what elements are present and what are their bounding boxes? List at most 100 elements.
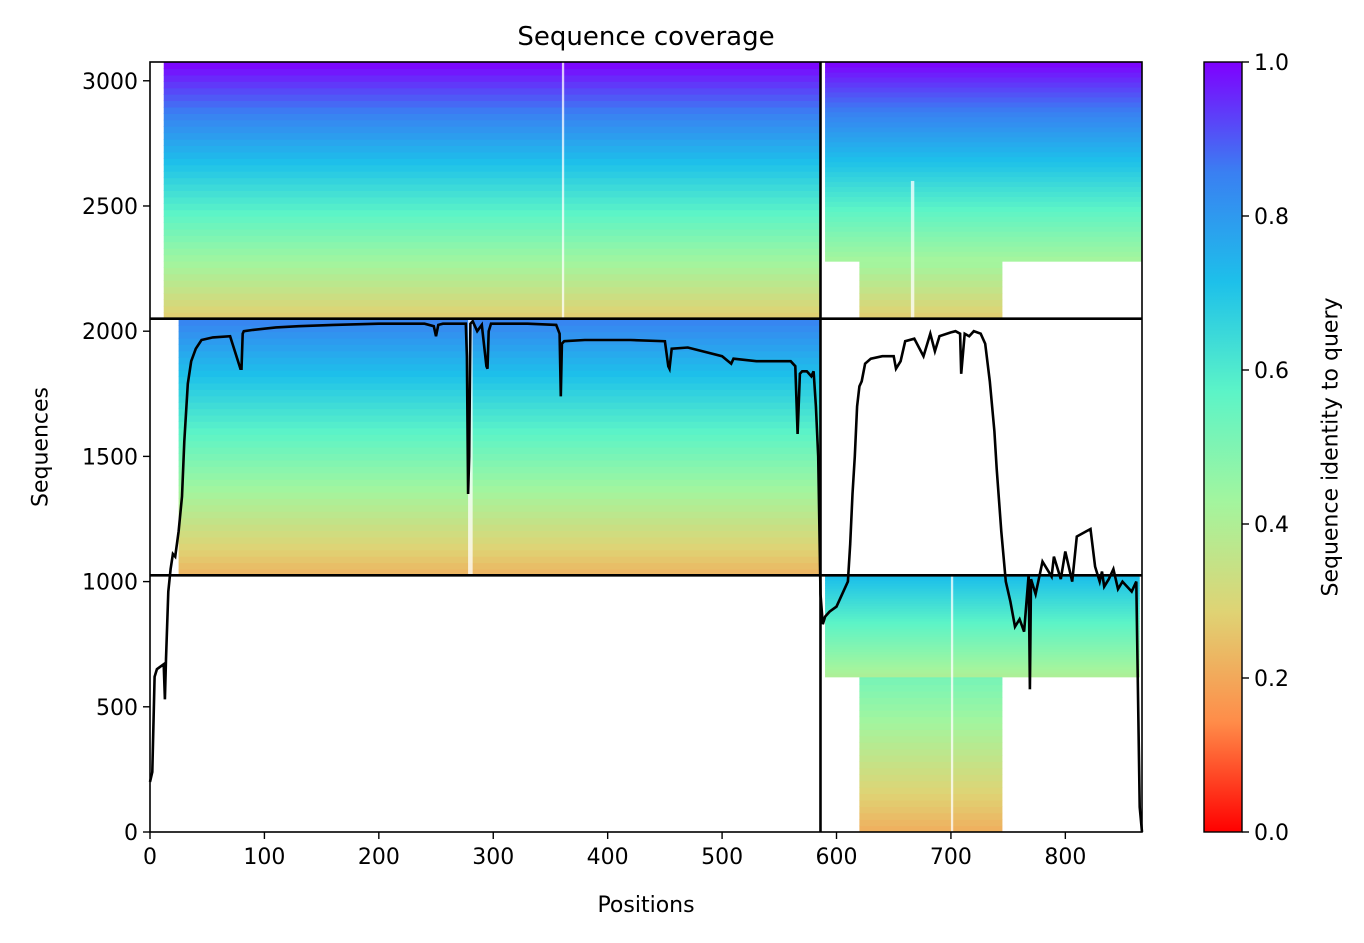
block-bottom-chain2-upper-band: [825, 646, 1140, 650]
colorbar-tick-label: 0.0: [1254, 821, 1289, 846]
block-top-chain1-band: [163, 81, 821, 89]
block-middle-chain1-band: [178, 524, 821, 532]
block-middle-chain1-band: [178, 350, 821, 358]
block-top-chain2-upper-band: [825, 256, 1142, 262]
block-bottom-chain2-core-band: [859, 678, 1003, 686]
block-bottom-chain2-upper-band: [825, 674, 1140, 678]
block-bottom-chain2-core-band: [859, 755, 1003, 763]
colorbar-ticks: 0.0 0.2 0.4 0.6 0.8 1.0: [1242, 51, 1289, 846]
block-top-chain2-upper-band: [825, 236, 1142, 242]
block-top-chain1-band: [163, 164, 821, 172]
block-bottom-chain2-upper-band: [825, 613, 1140, 617]
block-top-chain2-upper-band: [825, 106, 1142, 113]
block-bottom-chain2-core-band: [859, 684, 1003, 692]
block-top-chain1-band: [163, 68, 821, 76]
block-bottom-chain2-core-band: [859, 697, 1003, 705]
block-middle-chain1-band: [178, 511, 821, 519]
block-middle-chain1-band: [178, 414, 821, 422]
block-top-chain1-band: [163, 177, 821, 185]
block-middle-chain1-band: [178, 498, 821, 506]
block-top-chain1-band: [163, 151, 821, 159]
block-bottom-chain2-upper-band: [825, 603, 1140, 607]
block-bottom-chain2-upper-band: [825, 661, 1140, 665]
block-top-chain2-upper-band: [825, 201, 1142, 207]
block-bottom-chain2-upper-band: [825, 636, 1140, 640]
block-bottom-chain2-upper-band: [825, 643, 1140, 647]
y-tick-label: 2000: [82, 320, 138, 345]
block-bottom-chain2-core-band: [859, 812, 1003, 820]
block-bottom-chain2-core-band: [859, 729, 1003, 737]
block-top-chain1-band: [163, 183, 821, 191]
block-top-chain1-band: [163, 280, 821, 288]
block-middle-chain1-band: [178, 402, 821, 410]
block-top-chain1-band: [163, 132, 821, 140]
block-middle-chain1-band: [178, 331, 821, 339]
plot-frame: [149, 61, 1143, 833]
block-bottom-chain2-core-band: [859, 780, 1003, 788]
block-middle-chain1-band: [178, 453, 821, 461]
block-top-chain1-band: [163, 158, 821, 166]
block-bottom-chain2-core-band: [859, 767, 1003, 775]
block-middle-chain1-band: [178, 363, 821, 371]
block-top-chain2-upper-band: [825, 76, 1142, 83]
block-bottom-chain2-core-band: [859, 716, 1003, 724]
block-top-chain2-upper-band: [825, 141, 1142, 148]
y-tick-label: 500: [96, 696, 138, 721]
block-bottom-chain2-upper-band: [825, 656, 1140, 660]
block-top-chain1-band: [163, 87, 821, 95]
block-bottom-chain2-core-band: [859, 735, 1003, 743]
x-tick-label: 500: [701, 845, 743, 870]
x-tick-label: 200: [358, 845, 400, 870]
block-bottom-chain2-upper-band: [825, 638, 1140, 642]
block-bottom-chain2-upper-band: [825, 633, 1140, 637]
block-bottom-chain2-core-band: [859, 722, 1003, 730]
block-bottom-chain2-core-band: [859, 761, 1003, 769]
block-middle-chain1-band: [178, 549, 821, 557]
block-bottom-chain2-core-band: [859, 748, 1003, 756]
block-middle-chain1-band: [178, 479, 821, 487]
block-top-chain2-upper-band: [825, 181, 1142, 188]
block-top-chain1-band: [163, 254, 821, 262]
y-tick-label: 2500: [82, 195, 138, 220]
block-top-chain1-band: [163, 216, 821, 224]
block-top-chain1-band: [163, 196, 821, 204]
block-top-chain1-band: [163, 241, 821, 249]
block-top-chain1-band: [163, 286, 821, 294]
block-bottom-chain2-upper-band: [825, 600, 1140, 604]
block-middle-chain1-band: [178, 357, 821, 365]
block-middle-chain1-band: [178, 382, 821, 390]
colorbar-tick-label: 0.6: [1254, 359, 1289, 384]
block-bottom-chain2-core-band: [859, 793, 1003, 801]
block-middle-chain1-band: [178, 440, 821, 448]
block-bottom-chain2-core-band: [859, 710, 1003, 718]
block-bottom-chain2-core-band: [859, 819, 1003, 827]
block-middle-chain1-band: [178, 562, 821, 570]
block-middle-chain1-band: [178, 325, 821, 333]
block-bottom-chain2-upper-band: [825, 626, 1140, 630]
block-top-chain2-upper-band: [825, 151, 1142, 158]
block-bottom-chain2-upper-band: [825, 593, 1140, 597]
block-bottom-chain2-upper-band: [825, 651, 1140, 655]
block-bottom-chain2-upper-band: [825, 628, 1140, 632]
block-middle-chain1-band: [178, 389, 821, 397]
block-top-chain2-upper-band: [825, 96, 1142, 103]
block-bottom-chain2-upper-band: [825, 590, 1140, 594]
block-bottom-chain2-upper-band: [825, 664, 1140, 668]
x-tick-label: 700: [930, 845, 972, 870]
x-tick-label: 300: [472, 845, 514, 870]
block-middle-chain1-band: [178, 421, 821, 429]
colorbar-frame: [1203, 61, 1243, 833]
block-top-chain2-core-band: [859, 312, 1003, 320]
block-top-chain2-upper-band: [825, 81, 1142, 88]
block-top-chain1-band: [163, 113, 821, 121]
block-top-chain1-band: [163, 171, 821, 179]
block-middle-chain1-band: [178, 408, 821, 416]
block-bottom-chain2-upper-band: [825, 648, 1140, 652]
block-middle-chain1-band: [178, 344, 821, 352]
block-top-chain2-upper-band: [825, 191, 1142, 197]
block-top-chain2-core-band: [859, 273, 1003, 281]
block-top-chain1-band: [163, 248, 821, 256]
block-bottom-chain2-core-band: [859, 806, 1003, 814]
y-tick-label: 3000: [82, 70, 138, 95]
